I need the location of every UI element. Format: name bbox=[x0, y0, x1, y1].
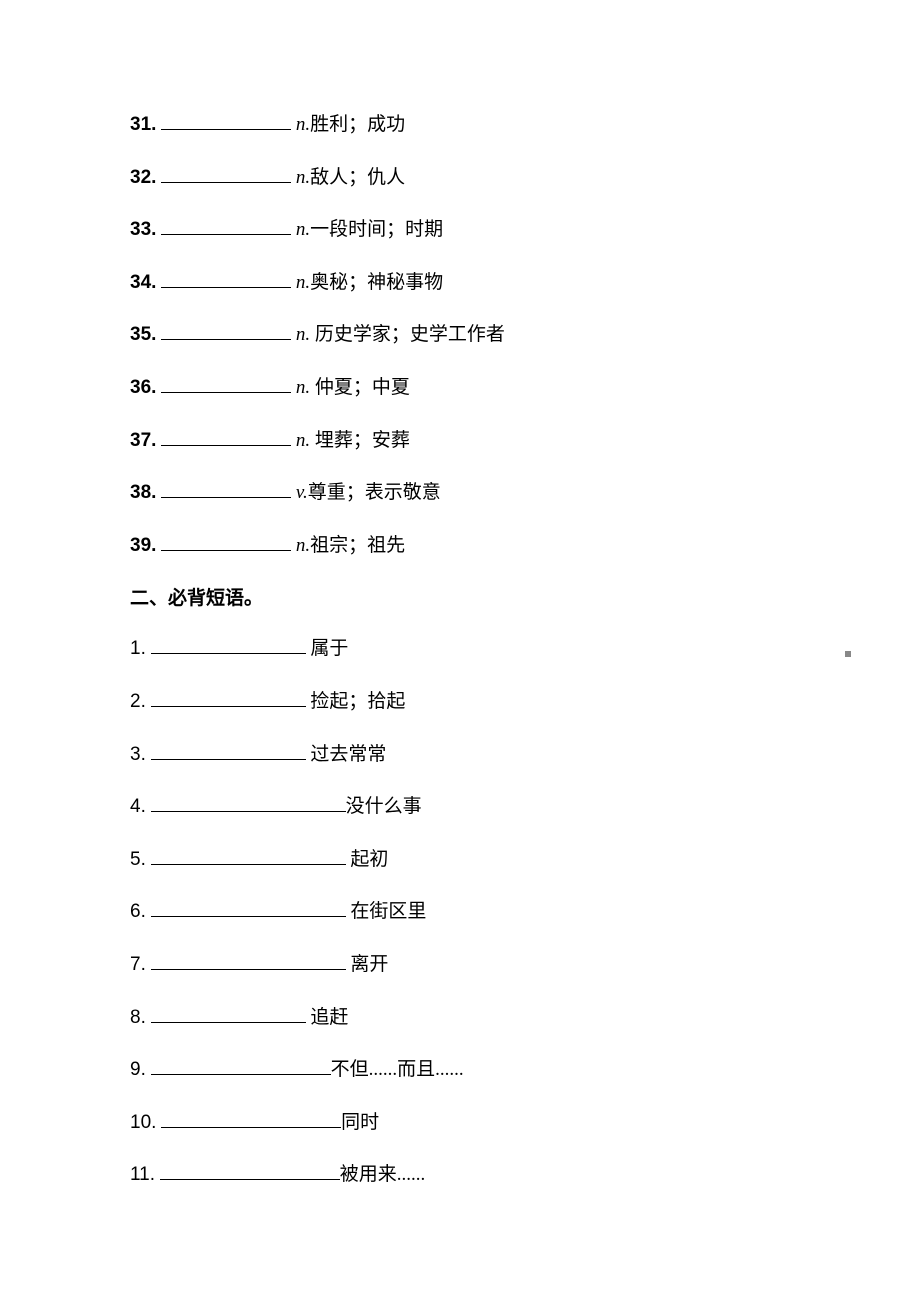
phrase-item: 1. 属于 bbox=[130, 634, 860, 663]
fill-blank[interactable] bbox=[151, 845, 346, 865]
definition: 祖宗；祖先 bbox=[310, 535, 405, 556]
definition: 离开 bbox=[346, 954, 389, 975]
vocab-item: 33. n.一段时间；时期 bbox=[130, 215, 860, 244]
vocab-item: 32. n.敌人；仇人 bbox=[130, 163, 860, 192]
item-number: 39. bbox=[130, 535, 156, 556]
item-number: 10. bbox=[130, 1112, 156, 1133]
section-2-heading: 二、必背短语。 bbox=[130, 583, 860, 610]
definition: 埋葬；安葬 bbox=[310, 430, 410, 451]
phrase-item: 5. 起初 bbox=[130, 845, 860, 874]
fill-blank[interactable] bbox=[151, 897, 346, 917]
fill-blank[interactable] bbox=[161, 531, 291, 551]
part-of-speech: n. bbox=[296, 324, 310, 345]
phrase-item: 9. 不但......而且...... bbox=[130, 1055, 860, 1084]
definition: 追赶 bbox=[306, 1007, 349, 1028]
vocab-item: 34. n.奥秘；神秘事物 bbox=[130, 268, 860, 297]
item-number: 32. bbox=[130, 167, 156, 188]
part-of-speech: n. bbox=[296, 114, 310, 135]
vocab-item: 31. n.胜利；成功 bbox=[130, 110, 860, 139]
phrase-item: 3. 过去常常 bbox=[130, 740, 860, 769]
part-of-speech: n. bbox=[296, 219, 310, 240]
item-number: 37. bbox=[130, 430, 156, 451]
fill-blank[interactable] bbox=[161, 163, 291, 183]
fill-blank[interactable] bbox=[151, 1055, 331, 1075]
item-number: 7. bbox=[130, 954, 146, 975]
fill-blank[interactable] bbox=[161, 268, 291, 288]
item-number: 38. bbox=[130, 482, 156, 503]
fill-blank[interactable] bbox=[161, 320, 291, 340]
definition: 历史学家；史学工作者 bbox=[310, 324, 505, 345]
definition: 没什么事 bbox=[346, 796, 422, 817]
fill-blank[interactable] bbox=[161, 478, 291, 498]
fill-blank[interactable] bbox=[151, 687, 306, 707]
definition: 起初 bbox=[346, 849, 389, 870]
fill-blank[interactable] bbox=[151, 950, 346, 970]
item-number: 34. bbox=[130, 272, 156, 293]
item-number: 3. bbox=[130, 744, 146, 765]
fill-blank[interactable] bbox=[161, 373, 291, 393]
definition: 属于 bbox=[306, 638, 349, 659]
vocab-item: 38. v.尊重；表示敬意 bbox=[130, 478, 860, 507]
phrase-item: 4. 没什么事 bbox=[130, 792, 860, 821]
item-number: 35. bbox=[130, 324, 156, 345]
definition: 在街区里 bbox=[346, 901, 427, 922]
fill-blank[interactable] bbox=[151, 634, 306, 654]
phrase-item: 6. 在街区里 bbox=[130, 897, 860, 926]
vocab-item: 36. n. 仲夏；中夏 bbox=[130, 373, 860, 402]
fill-blank[interactable] bbox=[151, 792, 346, 812]
definition: 捡起；拾起 bbox=[306, 691, 406, 712]
item-number: 4. bbox=[130, 796, 146, 817]
phrase-item: 7. 离开 bbox=[130, 950, 860, 979]
item-number: 8. bbox=[130, 1007, 146, 1028]
phrase-item: 10. 同时 bbox=[130, 1108, 860, 1137]
fill-blank[interactable] bbox=[161, 110, 291, 130]
part-of-speech: v. bbox=[296, 482, 308, 503]
part-of-speech: n. bbox=[296, 430, 310, 451]
definition: 同时 bbox=[341, 1112, 379, 1133]
definition: 尊重；表示敬意 bbox=[308, 482, 441, 503]
definition: 奥秘；神秘事物 bbox=[310, 272, 443, 293]
fill-blank[interactable] bbox=[160, 1160, 340, 1180]
definition: 过去常常 bbox=[306, 744, 387, 765]
definition: 被用来...... bbox=[340, 1164, 426, 1185]
item-number: 36. bbox=[130, 377, 156, 398]
definition: 不但......而且...... bbox=[331, 1059, 464, 1080]
vocab-item: 39. n.祖宗；祖先 bbox=[130, 531, 860, 560]
definition: 仲夏；中夏 bbox=[310, 377, 410, 398]
fill-blank[interactable] bbox=[151, 740, 306, 760]
part-of-speech: n. bbox=[296, 535, 310, 556]
item-number: 1. bbox=[130, 638, 146, 659]
item-number: 2. bbox=[130, 691, 146, 712]
item-number: 6. bbox=[130, 901, 146, 922]
vocab-item: 35. n. 历史学家；史学工作者 bbox=[130, 320, 860, 349]
part-of-speech: n. bbox=[296, 167, 310, 188]
item-number: 5. bbox=[130, 849, 146, 870]
fill-blank[interactable] bbox=[161, 1108, 341, 1128]
phrase-item: 11. 被用来...... bbox=[130, 1160, 860, 1189]
part-of-speech: n. bbox=[296, 272, 310, 293]
item-number: 11. bbox=[130, 1164, 155, 1185]
cursor-marker bbox=[845, 651, 851, 657]
fill-blank[interactable] bbox=[161, 426, 291, 446]
item-number: 9. bbox=[130, 1059, 146, 1080]
phrase-item: 8. 追赶 bbox=[130, 1003, 860, 1032]
definition: 一段时间；时期 bbox=[310, 219, 443, 240]
item-number: 33. bbox=[130, 219, 156, 240]
fill-blank[interactable] bbox=[161, 215, 291, 235]
fill-blank[interactable] bbox=[151, 1003, 306, 1023]
definition: 胜利；成功 bbox=[310, 114, 405, 135]
vocab-item: 37. n. 埋葬；安葬 bbox=[130, 426, 860, 455]
phrase-item: 2. 捡起；拾起 bbox=[130, 687, 860, 716]
part-of-speech: n. bbox=[296, 377, 310, 398]
definition: 敌人；仇人 bbox=[310, 167, 405, 188]
item-number: 31. bbox=[130, 114, 156, 135]
